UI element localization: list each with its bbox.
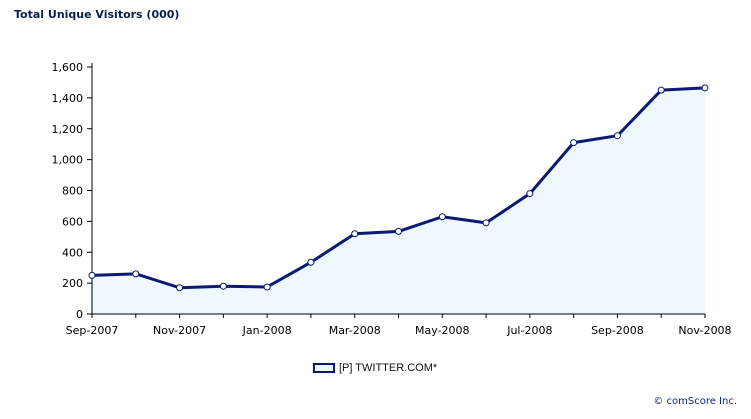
y-tick-label: 200 [62, 277, 83, 290]
chart-marks [88, 84, 709, 292]
x-tick-label: Jan-2008 [242, 324, 292, 337]
chart-title: Total Unique Visitors (000) [14, 8, 180, 21]
y-tick-label: 600 [62, 215, 83, 228]
chart-legend: [P] TWITTER.COM* [313, 362, 437, 374]
data-point [701, 84, 709, 92]
data-point [307, 258, 315, 266]
x-tick-label: Nov-2008 [678, 324, 731, 337]
plot-area [92, 87, 705, 314]
x-tick-label: Nov-2007 [153, 324, 206, 337]
x-tick-label: Mar-2008 [329, 324, 381, 337]
data-point [263, 283, 271, 291]
series-area [92, 87, 705, 314]
data-point [570, 139, 578, 147]
data-point [526, 190, 534, 198]
y-tick-label: 0 [76, 308, 83, 321]
y-tick-label: 1,000 [52, 154, 84, 167]
data-point [219, 282, 227, 290]
x-tick-label: Sep-2008 [591, 324, 644, 337]
x-tick-label: Jul-2008 [506, 324, 552, 337]
y-tick-label: 1,200 [52, 123, 84, 136]
data-point [482, 219, 490, 227]
y-tick-label: 1,600 [52, 61, 84, 74]
y-tick-label: 800 [62, 185, 83, 198]
data-point [395, 227, 402, 235]
x-tick-label: Sep-2007 [66, 324, 119, 337]
data-point [657, 86, 665, 94]
data-point [351, 230, 359, 238]
data-point [88, 271, 96, 279]
y-tick-label: 400 [62, 246, 83, 259]
data-point [132, 270, 140, 278]
chart-axes: 0 200 400 600 800 1,000 1,200 1,400 1,600 Sep-200… [52, 61, 732, 337]
copyright-note: © comScore Inc. [653, 396, 737, 407]
data-point [176, 284, 184, 292]
x-tick-label: May-2008 [415, 324, 470, 337]
data-point [613, 132, 621, 140]
legend-swatch [313, 363, 335, 373]
y-tick-label: 1,400 [52, 92, 84, 105]
legend-label: [P] TWITTER.COM* [339, 362, 438, 374]
data-point [438, 213, 446, 221]
